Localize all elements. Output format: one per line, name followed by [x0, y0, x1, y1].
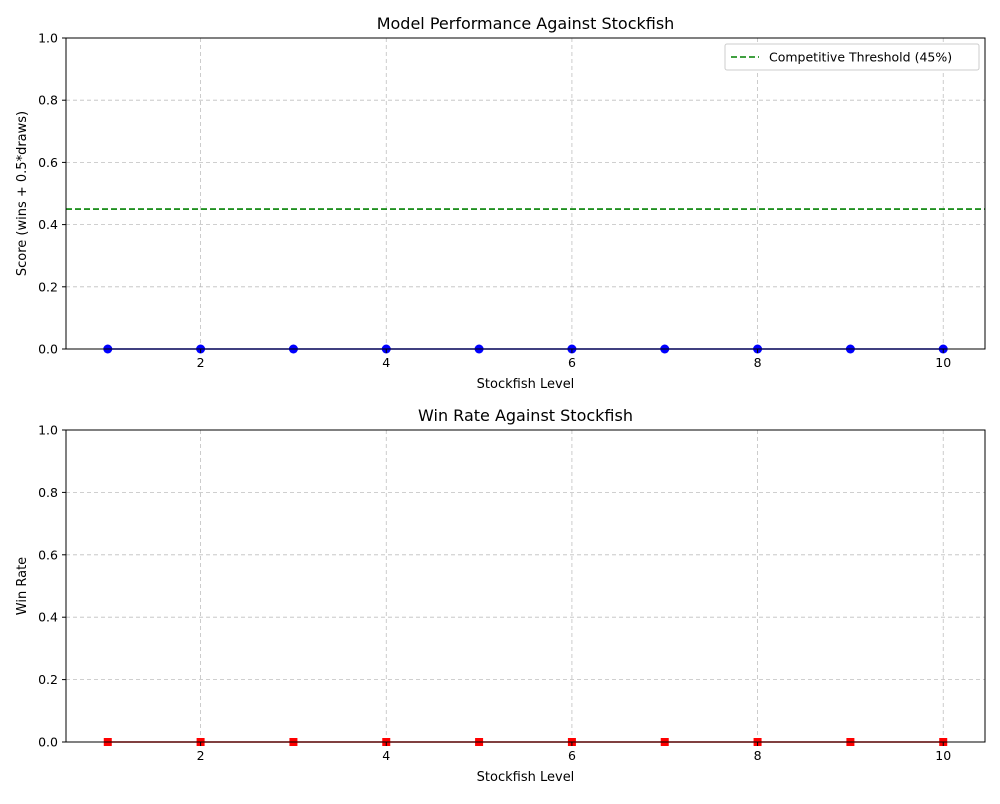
performance-y-tick-label-2: 0.4	[38, 217, 58, 232]
win-rate-y-tick-label-3: 0.6	[38, 547, 58, 562]
performance-chart-title: Model Performance Against Stockfish	[377, 14, 675, 33]
performance-plot-frame	[65, 37, 986, 350]
performance-x-tick-label-1: 4	[382, 355, 390, 370]
win-rate-x-tick-label-0: 2	[197, 748, 205, 763]
performance-y-axis-label: Score (wins + 0.5*draws)	[15, 111, 30, 276]
performance-x-axis-label: Stockfish Level	[477, 377, 575, 392]
performance-chart: 2 4 6 8 10 0.0 0.2 0.4 0.6 0.8 1.0 Model Performan…	[15, 14, 986, 392]
performance-x-tick-label-4: 10	[935, 355, 951, 370]
win-rate-x-tick-label-3: 8	[754, 748, 762, 763]
win-rate-x-axis-label: Stockfish Level	[477, 770, 575, 785]
performance-y-tick-label-0: 0.0	[38, 342, 58, 357]
win-rate-chart: 2 4 6 8 10 0.0 0.2 0.4 0.6 0.8 1.0 Win Rate Agains…	[15, 406, 986, 785]
performance-y-tick-label-4: 0.8	[38, 93, 58, 108]
win-rate-x-tick-label-1: 4	[382, 748, 390, 763]
win-rate-y-tick-label-2: 0.4	[38, 610, 58, 625]
performance-y-tick-label-3: 0.6	[38, 155, 58, 170]
performance-legend: Competitive Threshold (45%)	[724, 43, 980, 71]
legend-box	[724, 43, 980, 71]
win-rate-plot-frame	[65, 429, 986, 743]
performance-x-tick-label-3: 8	[754, 355, 762, 370]
win-rate-y-axis-label: Win Rate	[15, 557, 30, 615]
legend-label-threshold: Competitive Threshold (45%)	[769, 50, 952, 65]
performance-y-tick-label-1: 0.2	[38, 279, 58, 294]
win-rate-y-tick-label-5: 1.0	[38, 423, 58, 438]
performance-ticks: 2 4 6 8 10 0.0 0.2 0.4 0.6 0.8 1.0	[38, 31, 951, 371]
performance-x-tick-label-0: 2	[197, 355, 205, 370]
win-rate-y-tick-label-1: 0.2	[38, 672, 58, 687]
win-rate-chart-title: Win Rate Against Stockfish	[418, 406, 633, 425]
win-rate-y-tick-label-4: 0.8	[38, 485, 58, 500]
performance-y-tick-label-5: 1.0	[38, 31, 58, 46]
win-rate-y-tick-label-0: 0.0	[38, 735, 58, 750]
win-rate-x-tick-label-2: 6	[568, 748, 576, 763]
performance-x-tick-label-2: 6	[568, 355, 576, 370]
win-rate-ticks: 2 4 6 8 10 0.0 0.2 0.4 0.6 0.8 1.0	[38, 423, 951, 764]
win-rate-x-tick-label-4: 10	[935, 748, 951, 763]
